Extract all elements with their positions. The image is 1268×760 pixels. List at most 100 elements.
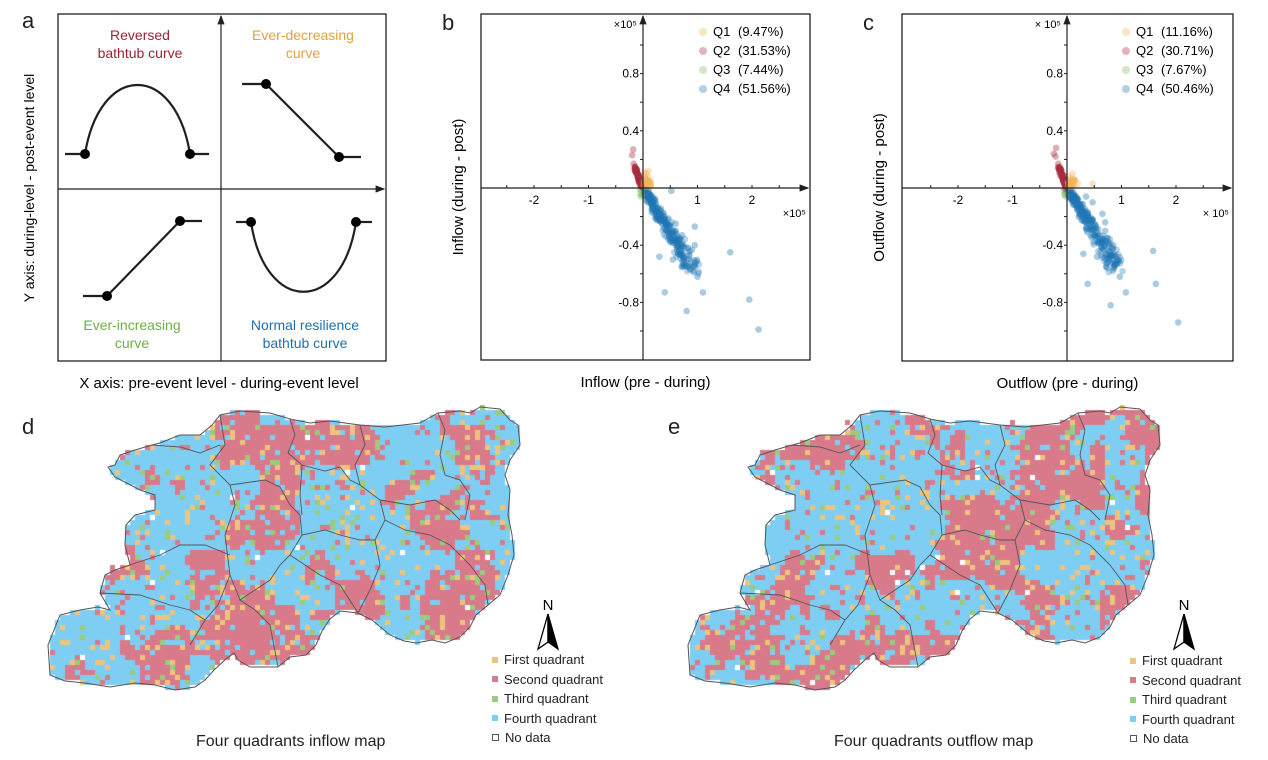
- scatter-point-q4: [686, 263, 693, 270]
- scatter-point-q4: [1114, 251, 1122, 258]
- scatter-point-q4: [691, 241, 699, 249]
- scatter-point-q4: [1105, 240, 1113, 248]
- scatter-point-q4: [1067, 189, 1074, 197]
- scatter-point-q2: [632, 165, 640, 173]
- scatter-point-q4: [1083, 223, 1090, 231]
- scatter-point-q4: [677, 255, 684, 262]
- scatter-point-q4: [687, 265, 694, 273]
- scatter-point-q2: [628, 151, 636, 159]
- legend-percent: (31.53%): [738, 43, 791, 58]
- scatter-point-q4: [1113, 255, 1121, 263]
- scatter-point-q4: [1094, 232, 1101, 240]
- scatter-point-q4: [669, 256, 677, 263]
- scatter-point-q4: [1104, 237, 1111, 245]
- scatter-point-q2: [1059, 174, 1066, 181]
- scatter-point-q4: [649, 198, 657, 206]
- scatter-point-q4: [675, 236, 682, 244]
- scatter-point-q4: [1087, 214, 1095, 221]
- scatter-point-q4: [1099, 210, 1106, 218]
- scatter-point-q4: [1106, 252, 1114, 260]
- legend-percent: (50.46%): [1161, 81, 1214, 96]
- scatter-point-q4: [695, 270, 702, 277]
- scatter-point-q4: [660, 216, 668, 223]
- scatter-point-q4: [646, 194, 653, 201]
- scatter-point-q4: [649, 199, 656, 206]
- scatter-point-q4: [643, 190, 651, 197]
- scatter-point-q4: [1114, 256, 1122, 264]
- scatter-point-q2: [1059, 171, 1067, 179]
- scatter-point-q4: [1108, 259, 1115, 267]
- scatter-point-q1: [1066, 178, 1074, 186]
- scatter-point-q4: [1102, 251, 1109, 259]
- scatter-point-q4: [655, 215, 663, 222]
- scatter-point-q1: [1068, 178, 1076, 186]
- scatter-point-q2: [633, 170, 640, 177]
- scatter-point-q4: [644, 190, 652, 198]
- scatter-point-q1: [646, 178, 653, 186]
- scatter-point-q4: [1079, 212, 1087, 219]
- scatter-point-q2: [1057, 168, 1065, 176]
- concept-y-axis-label: Y axis: during-level - post-event level: [21, 74, 37, 303]
- scatter-point-q4: [1066, 190, 1073, 198]
- scatter-point-q4: [686, 251, 693, 259]
- reversed-bathtub-title-1: Reversed: [110, 27, 170, 43]
- district-boundary: [151, 444, 221, 454]
- scatter-point-q1: [1071, 177, 1079, 185]
- scatter-point-q4: [1071, 192, 1078, 200]
- scatter-point-q4: [1087, 216, 1094, 224]
- scatter-point-q4: [1084, 218, 1091, 225]
- inflow-quadrant-map: [40, 405, 560, 705]
- district-boundary: [1024, 519, 1129, 606]
- scatter-point-q2: [1057, 168, 1065, 176]
- scatter-point-q4: [1087, 232, 1094, 239]
- scatter-point-q4: [668, 227, 676, 234]
- scatter-point-q4: [671, 237, 679, 244]
- scatter-point-q4: [684, 262, 691, 270]
- scatter-point-q4: [1073, 203, 1081, 210]
- scatter-point-q4: [661, 215, 669, 223]
- scatter-point-q4: [668, 218, 676, 226]
- scatter-point-q2: [1061, 179, 1068, 187]
- scatter-point-q4: [1084, 208, 1092, 216]
- scatter-point-q1: [1068, 177, 1076, 184]
- scatter-point-q4: [1081, 208, 1089, 216]
- scatter-point-q4: [1082, 214, 1090, 221]
- north-label: N: [543, 597, 554, 614]
- scatter-point-q4: [1107, 240, 1114, 247]
- scatter-point-q4: [1111, 251, 1118, 258]
- scatter-point-q4: [1093, 224, 1100, 232]
- scatter-point-q4: [657, 212, 665, 220]
- scatter-point-q2: [1058, 172, 1066, 179]
- scatter-point-q4: [678, 242, 685, 250]
- legend-item-second-quadrant: Second quadrant: [1130, 671, 1241, 691]
- scatter-points: [628, 146, 762, 333]
- scatter-point-q4: [665, 223, 672, 231]
- scatter-point-q2: [632, 166, 639, 174]
- scatter-point-q4: [677, 243, 685, 251]
- scatter-point-q4: [1103, 260, 1110, 267]
- scatter-point-q4: [1105, 268, 1113, 276]
- scatter-point-q4: [1092, 232, 1100, 239]
- fourth-quadrant-swatch: [1130, 716, 1136, 723]
- scatter-point-q4: [1083, 214, 1090, 222]
- scatter-point-q4: [1089, 216, 1097, 223]
- scatter-point-q4: [1078, 206, 1086, 214]
- scatter-point-q4: [1077, 204, 1084, 211]
- scatter-point-q1: [640, 178, 647, 186]
- scatter-point-q4: [1085, 215, 1093, 223]
- scatter-point-q4: [1108, 244, 1116, 252]
- scatter-point-q2: [1056, 171, 1064, 179]
- curve-point: [102, 291, 112, 301]
- scatter-point-q4: [1105, 254, 1112, 261]
- scatter-point-q4: [1078, 200, 1085, 208]
- scatter-point-q2: [637, 181, 644, 189]
- scatter-point-q4: [653, 215, 661, 223]
- scatter-point-q4: [677, 251, 685, 258]
- scatter-point-q4: [1116, 273, 1124, 280]
- scatter-point-q2: [635, 175, 643, 183]
- scatter-point-q4: [684, 267, 691, 275]
- scatter-point-q2: [1057, 167, 1064, 175]
- scatter-point-q4: [662, 219, 669, 227]
- scatter-point-q1: [647, 180, 655, 188]
- scatter-point-q1: [642, 170, 650, 177]
